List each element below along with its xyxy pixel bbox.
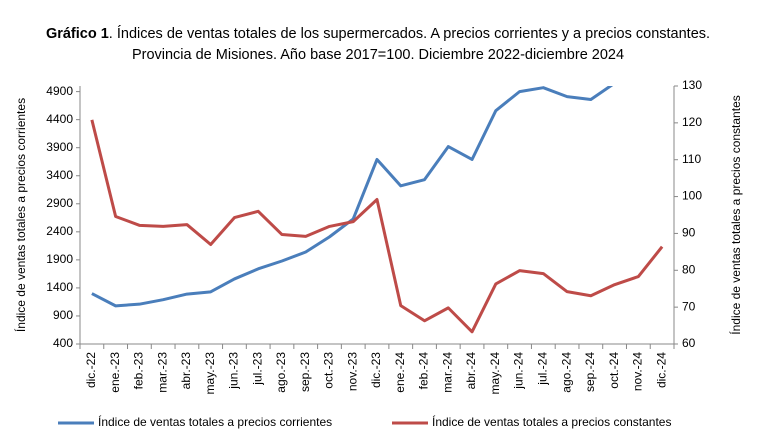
- chart-subtitle: Provincia de Misiones. Año base 2017=100…: [132, 47, 624, 63]
- x-tick-label: dic.-24: [654, 352, 668, 388]
- y-tick-label: 3900: [46, 140, 73, 154]
- x-tick-label: ago.-24: [559, 352, 573, 393]
- plot-area: [90, 86, 664, 334]
- y2-tick-label: 120: [682, 115, 702, 129]
- y2-tick-label: 70: [682, 299, 696, 313]
- x-tick-label: feb.-23: [132, 352, 146, 390]
- x-tick-label: oct.-24: [607, 352, 621, 389]
- y2-tick-label: 60: [682, 336, 696, 350]
- x-tick-label: dic.-23: [369, 352, 383, 388]
- y-tick-label: 3400: [46, 168, 73, 182]
- x-tick-label: may.-24: [488, 352, 502, 395]
- y-tick-label: 1400: [46, 280, 73, 294]
- legend-label: Índice de ventas totales a precios const…: [432, 414, 671, 429]
- series-line: [91, 86, 614, 308]
- y-tick-label: 4900: [46, 84, 73, 98]
- x-tick-label: feb.-24: [417, 352, 431, 390]
- x-tick-label: jun.-24: [512, 352, 526, 390]
- x-tick-label: ene.-24: [393, 352, 407, 393]
- y2-tick-label: 80: [682, 262, 696, 276]
- x-tick-label: jul.-23: [250, 352, 264, 386]
- y2-tick-label: 100: [682, 189, 702, 203]
- x-tick-label: jul.-24: [535, 352, 549, 386]
- y-tick-label: 1900: [46, 252, 73, 266]
- y-axis-label: Índice de ventas totales a precios corri…: [13, 98, 28, 332]
- x-tick-label: nov.-23: [345, 352, 359, 391]
- y-tick-label: 2900: [46, 196, 73, 210]
- x-tick-label: sep.-24: [583, 352, 597, 392]
- y-tick-label: 400: [53, 336, 73, 350]
- y-tick-label: 900: [53, 308, 73, 322]
- title-bold: Gráfico 1: [46, 26, 109, 42]
- y2-tick-label: 90: [682, 226, 696, 240]
- x-tick-label: may.-23: [203, 352, 217, 395]
- x-tick-label: dic.-22: [84, 352, 98, 388]
- title-text: . Índices de ventas totales de los super…: [109, 25, 710, 42]
- legend-label: Índice de ventas totales a precios corri…: [98, 414, 332, 429]
- x-tick-label: mar.-24: [440, 352, 454, 393]
- x-tick-label: jun.-23: [227, 352, 241, 390]
- y2-tick-label: 110: [682, 152, 701, 166]
- x-tick-label: nov.-24: [631, 352, 645, 391]
- series-line: [90, 119, 664, 334]
- y2-tick-label: 130: [682, 78, 702, 92]
- x-tick-label: abr.-23: [179, 352, 193, 390]
- y-tick-label: 2400: [46, 224, 73, 238]
- x-tick-label: ene.-23: [108, 352, 122, 393]
- x-tick-label: sep.-23: [298, 352, 312, 392]
- chart-title: Gráfico 1. Índices de ventas totales de …: [46, 25, 710, 42]
- x-tick-label: oct.-23: [322, 352, 336, 389]
- x-tick-label: abr.-24: [464, 352, 478, 390]
- y2-axis-label: Índice de ventas totales a precios const…: [728, 95, 743, 334]
- y-tick-label: 4400: [46, 112, 73, 126]
- x-tick-label: ago.-23: [274, 352, 288, 393]
- x-tick-label: mar.-23: [155, 352, 169, 393]
